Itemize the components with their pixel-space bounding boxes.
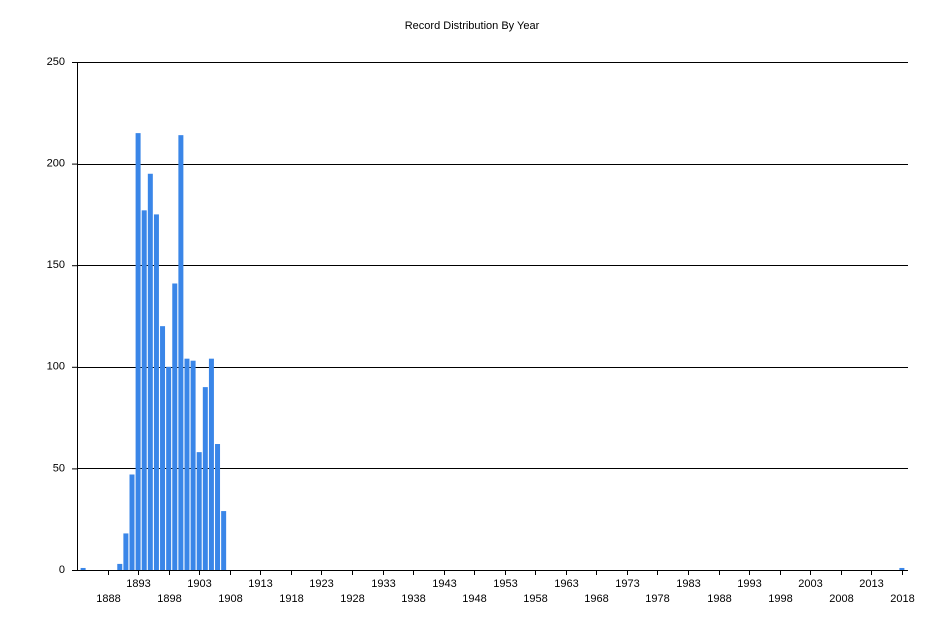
bar [80,567,86,570]
bar [123,533,129,570]
x-tick-label: 2003 [798,578,822,590]
bar [160,326,166,570]
bar [184,358,190,570]
y-tick-label: 150 [47,259,65,271]
bar [190,360,196,570]
x-tick-label: 1968 [584,593,608,605]
bar [166,366,172,570]
x-tick-label: 1923 [309,578,333,590]
bar [178,135,184,571]
bar [196,452,202,570]
y-tick-label: 100 [47,361,65,373]
x-tick-label: 2018 [890,593,914,605]
bar [202,387,208,570]
y-tick-label: 0 [59,564,65,576]
x-tick-label: 1933 [371,578,395,590]
x-tick-label: 1913 [248,578,272,590]
x-tick-label: 1958 [523,593,547,605]
bar [135,133,141,570]
x-tick-label: 1978 [645,593,669,605]
chart-title: Record Distribution By Year [405,20,540,32]
x-tick-label: 1928 [340,593,364,605]
x-tick-label: 1898 [157,593,181,605]
x-tick-label: 1903 [187,578,211,590]
bar [141,210,147,570]
bar [129,474,135,570]
bar [899,567,905,570]
x-tick-label: 1938 [401,593,425,605]
y-tick-label: 200 [47,158,65,170]
x-tick-label: 1983 [676,578,700,590]
x-tick-label: 1953 [493,578,517,590]
y-tick-label: 50 [53,462,65,474]
x-tick-label: 1908 [218,593,242,605]
x-tick-label: 1963 [554,578,578,590]
bar [147,173,153,570]
bar [117,563,123,570]
bar [153,214,159,570]
x-tick-label: 1973 [615,578,639,590]
x-tick-label: 1988 [707,593,731,605]
x-tick-label: 1893 [126,578,150,590]
x-tick-label: 1993 [737,578,761,590]
x-tick-label: 1998 [768,593,792,605]
x-tick-label: 1948 [462,593,486,605]
bar [215,444,221,570]
x-tick-label: 1888 [96,593,120,605]
x-tick-label: 1943 [432,578,456,590]
bar [172,283,178,570]
bar [221,511,227,570]
x-tick-label: 2013 [859,578,883,590]
x-tick-label: 1918 [279,593,303,605]
x-tick-label: 2008 [829,593,853,605]
bar [208,358,214,570]
y-tick-label: 250 [47,56,65,68]
